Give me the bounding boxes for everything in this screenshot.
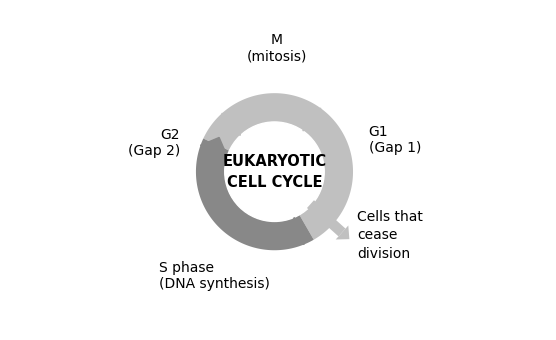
Polygon shape xyxy=(307,200,345,236)
Polygon shape xyxy=(222,114,241,136)
Polygon shape xyxy=(200,137,227,156)
Polygon shape xyxy=(303,108,322,131)
Circle shape xyxy=(225,122,324,221)
Polygon shape xyxy=(287,217,304,244)
Polygon shape xyxy=(203,93,353,240)
Text: EUKARYOTIC
CELL CYCLE: EUKARYOTIC CELL CYCLE xyxy=(222,154,326,190)
Text: Cells that
cease
division: Cells that cease division xyxy=(358,210,423,261)
Polygon shape xyxy=(196,138,314,250)
Text: G1
(Gap 1): G1 (Gap 1) xyxy=(369,125,421,155)
Polygon shape xyxy=(336,225,349,239)
Text: M
(mitosis): M (mitosis) xyxy=(247,33,307,63)
Text: G2
(Gap 2): G2 (Gap 2) xyxy=(128,128,180,158)
Text: S phase
(DNA synthesis): S phase (DNA synthesis) xyxy=(159,261,270,291)
